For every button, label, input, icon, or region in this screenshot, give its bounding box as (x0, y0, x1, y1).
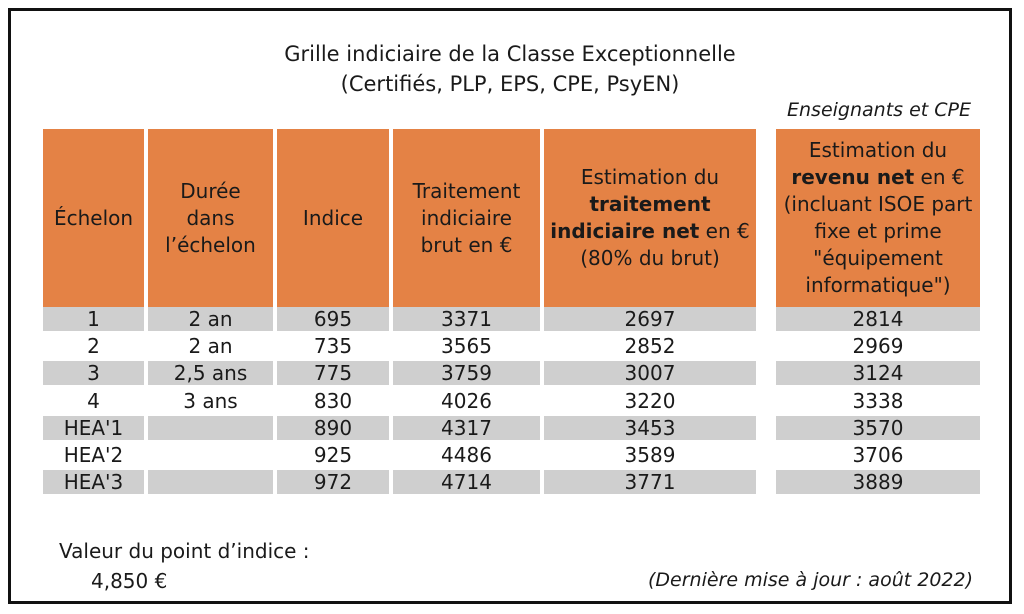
cell-net: 3220 (624, 388, 676, 413)
cell-net: 3771 (544, 470, 756, 495)
cell-indice: 695 (277, 307, 389, 331)
page-subtitle: (Certifiés, PLP, EPS, CPE, PsyEN) (340, 72, 680, 96)
cell-net: 2852 (624, 334, 676, 359)
cell-duree (148, 415, 273, 440)
cell-duree: 2,5 ans (148, 361, 273, 386)
cell-echelon: HEA'3 (43, 470, 144, 495)
cell-net: 3453 (544, 415, 756, 440)
cell-echelon: 1 (43, 307, 144, 331)
cell-indice: 830 (313, 388, 353, 413)
cell-brut: 3759 (393, 361, 540, 386)
cell-brut: 4026 (441, 388, 492, 413)
document-frame: Grille indiciaire de la Classe Exception… (8, 8, 1012, 604)
table-row: 2 2 an 735 3565 2852 2969 (11, 334, 1009, 358)
cell-indice: 972 (277, 470, 389, 495)
point-indice-value: 4,850 € (91, 569, 168, 593)
cell-revenu: 3124 (776, 361, 980, 386)
cell-brut: 4486 (441, 443, 492, 467)
cell-revenu: 3338 (852, 388, 904, 413)
cell-brut: 4714 (393, 470, 540, 495)
header-traitement-brut: Traitement indiciaire brut en € (393, 129, 540, 307)
cell-indice: 735 (313, 334, 353, 359)
header-traitement-net: Estimation du traitement indiciaire net … (544, 129, 756, 307)
cell-indice: 775 (277, 361, 389, 386)
cell-net: 3589 (624, 443, 676, 467)
page-title: Grille indiciaire de la Classe Exception… (284, 42, 736, 66)
cell-echelon: HEA'2 (63, 443, 124, 467)
cell-revenu: 3570 (776, 415, 980, 440)
cell-duree: 2 an (148, 307, 273, 331)
cell-echelon: 2 (87, 334, 100, 359)
cell-duree: 2 an (188, 334, 233, 359)
last-update-note: (Dernière mise à jour : août 2022) (648, 569, 973, 591)
table-row: HEA'2 925 4486 3589 3706 (11, 443, 1009, 467)
table-row: HEA'3 972 4714 3771 3889 (11, 470, 1009, 495)
cell-echelon: 3 (43, 361, 144, 386)
table-row: 4 3 ans 830 4026 3220 3338 (11, 389, 1009, 413)
header-echelon: Échelon (43, 129, 144, 307)
header-duree: Durée dans l’échelon (148, 129, 273, 307)
cell-revenu: 2969 (852, 334, 904, 359)
cell-net: 3007 (544, 361, 756, 386)
cell-duree (148, 470, 273, 495)
cell-duree (148, 443, 273, 467)
cell-brut: 3371 (393, 307, 540, 331)
header-revenu-net: Estimation du revenu net en € (incluant … (776, 129, 980, 307)
cell-echelon: HEA'1 (43, 415, 144, 440)
header-indice: Indice (277, 129, 389, 307)
cell-revenu: 2814 (776, 307, 980, 331)
table-row: HEA'1 890 4317 3453 3570 (11, 415, 1009, 440)
cell-echelon: 4 (87, 388, 100, 413)
cell-indice: 925 (313, 443, 353, 467)
right-table-caption: Enseignants et CPE (787, 99, 971, 121)
point-indice-label: Valeur du point d’indice : (59, 539, 310, 563)
cell-duree: 3 ans (183, 388, 238, 413)
cell-brut: 4317 (393, 415, 540, 440)
cell-revenu: 3889 (776, 470, 980, 495)
cell-net: 2697 (544, 307, 756, 331)
cell-revenu: 3706 (852, 443, 904, 467)
table-row: 3 2,5 ans 775 3759 3007 3124 (11, 361, 1009, 386)
cell-indice: 890 (277, 415, 389, 440)
cell-brut: 3565 (441, 334, 492, 359)
